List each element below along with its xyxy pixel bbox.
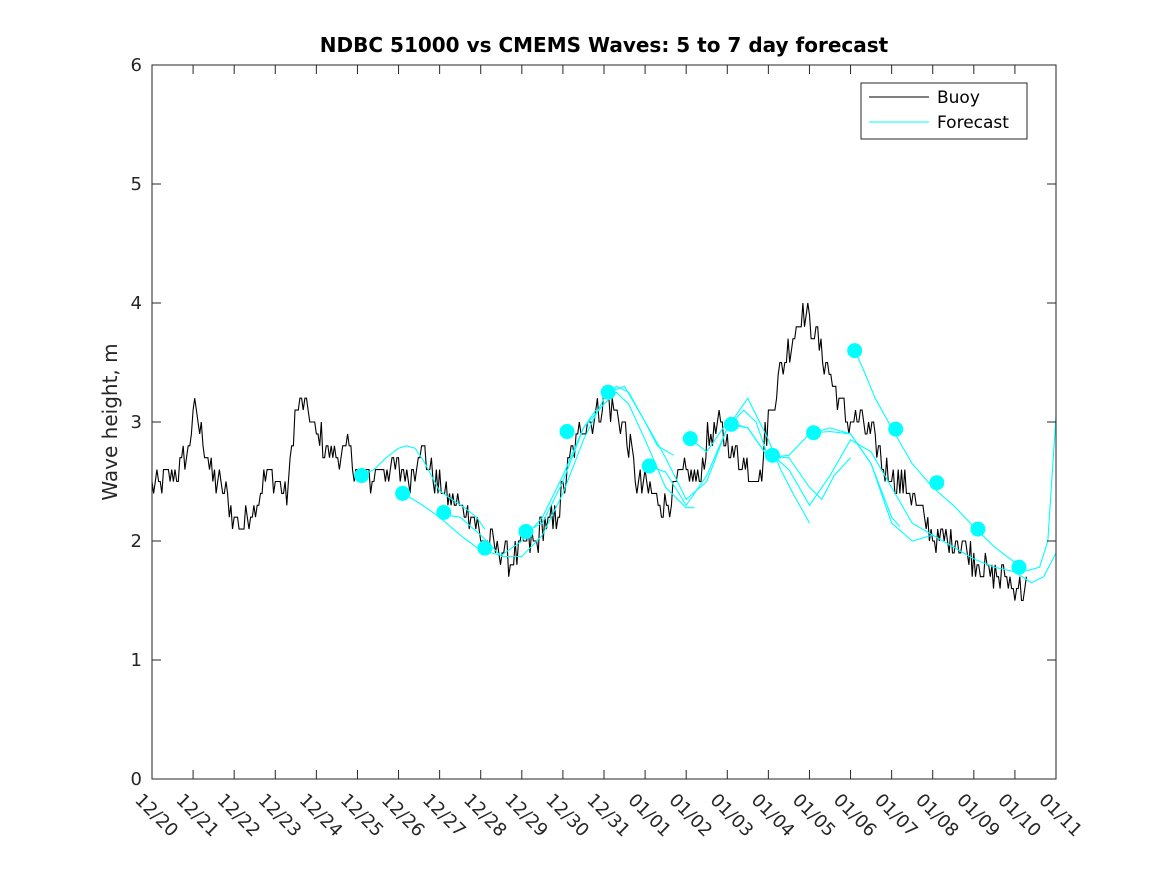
plot-area	[152, 65, 1056, 779]
forecast-series-line-2	[402, 409, 597, 556]
marker-layer	[354, 343, 1027, 575]
forecast-start-marker	[559, 424, 575, 440]
y-tick-label: 6	[131, 55, 142, 76]
forecast-start-marker	[518, 523, 534, 539]
y-tick-label: 2	[131, 531, 142, 552]
forecast-start-marker	[888, 421, 904, 437]
forecast-start-marker	[600, 384, 616, 400]
y-tick-label: 3	[131, 412, 142, 433]
forecast-series-line-10	[813, 430, 1057, 584]
forecast-start-marker	[723, 416, 739, 432]
y-tick-label: 1	[131, 650, 142, 671]
forecast-start-marker	[682, 431, 698, 447]
forecast-start-marker	[806, 425, 822, 441]
forecast-start-marker	[395, 485, 411, 501]
forecast-series-line-6	[649, 397, 810, 524]
forecast-start-marker	[1011, 559, 1027, 575]
forecast-series-line-11	[854, 350, 1057, 572]
forecast-start-marker	[847, 343, 863, 359]
forecast-series-line-9	[772, 439, 933, 536]
forecast-start-marker	[764, 447, 780, 463]
forecast-start-marker	[641, 458, 657, 474]
forecast-start-marker	[477, 540, 493, 556]
legend-label-forecast: Forecast	[937, 113, 1009, 133]
legend: Buoy Forecast	[860, 82, 1028, 140]
legend-box	[860, 82, 1028, 140]
forecast-series-line-1	[361, 445, 486, 530]
y-tick-label: 5	[131, 174, 142, 195]
y-axis-label: Wave height, m	[98, 343, 122, 500]
forecast-start-marker	[970, 521, 986, 537]
forecast-series-line-4	[525, 391, 695, 532]
chart-title: NDBC 51000 vs CMEMS Waves: 5 to 7 day fo…	[320, 33, 889, 57]
forecast-start-marker	[929, 475, 945, 491]
y-tick-label: 0	[131, 769, 142, 790]
y-tick-label: 4	[131, 293, 142, 314]
forecast-start-marker	[436, 504, 452, 520]
forecast-start-marker	[354, 468, 370, 484]
legend-label-buoy: Buoy	[937, 88, 980, 108]
series-layer	[151, 302, 1057, 602]
